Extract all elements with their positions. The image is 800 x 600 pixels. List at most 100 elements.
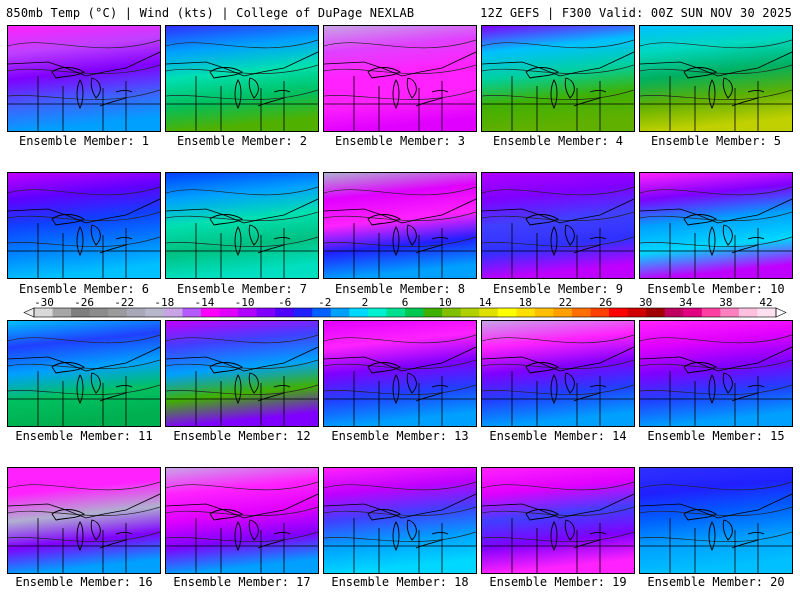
- ensemble-map-panel: [165, 320, 319, 427]
- lake-michigan: [234, 79, 242, 110]
- lake-superior: [51, 67, 85, 79]
- contour-line: [166, 64, 318, 74]
- lake-erie: [257, 539, 285, 549]
- ensemble-member-label: Ensemble Member: 11: [15, 429, 153, 443]
- great-lakes-outline: [51, 362, 133, 405]
- colorbar-segment: [256, 308, 276, 317]
- colorbar-segment: [627, 308, 647, 317]
- colorbar-segment: [52, 308, 72, 317]
- lake-michigan: [708, 521, 716, 552]
- state-lines: [482, 371, 634, 426]
- state-borders: [8, 493, 160, 573]
- colorbar-tick-label: 34: [679, 296, 693, 309]
- ensemble-member-label: Ensemble Member: 14: [489, 429, 627, 443]
- colorbar-segment: [145, 308, 165, 317]
- us-canada-border: [166, 346, 318, 372]
- colorbar-segment: [460, 308, 480, 317]
- great-lakes-outline: [367, 362, 449, 405]
- ensemble-member-label: Ensemble Member: 7: [176, 282, 308, 296]
- colorbar-segment: [553, 308, 573, 317]
- ensemble-map-panel: [7, 320, 161, 427]
- temperature-fill: [166, 321, 318, 426]
- great-lakes-outline: [51, 214, 133, 257]
- isotherm-contours: [324, 39, 476, 100]
- state-lines: [324, 76, 476, 131]
- contour-line: [482, 39, 634, 49]
- contour-line: [324, 39, 476, 49]
- state-borders: [166, 346, 318, 426]
- ensemble-map-panel: [639, 467, 793, 574]
- temperature-map: [324, 468, 476, 573]
- lake-michigan: [392, 374, 400, 405]
- lake-huron: [406, 519, 417, 541]
- state-borders: [324, 346, 476, 426]
- lake-michigan: [392, 521, 400, 552]
- lake-huron: [564, 77, 575, 99]
- lake-erie: [573, 244, 601, 254]
- colorbar-tick-label: 14: [479, 296, 493, 309]
- lake-ontario: [589, 90, 607, 93]
- isotherm-contours: [324, 186, 476, 247]
- isotherm-contours: [166, 334, 318, 395]
- lake-erie: [99, 539, 127, 549]
- contour-line: [166, 531, 318, 542]
- colorbar-tick-label: -2: [318, 296, 331, 309]
- lake-superior: [525, 214, 559, 226]
- ensemble-member-label: Ensemble Member: 15: [647, 429, 785, 443]
- colorbar-tick-label: 10: [438, 296, 451, 309]
- ensemble-member-label: Ensemble Member: 18: [331, 575, 469, 589]
- lake-huron: [564, 224, 575, 246]
- lake-erie: [415, 539, 443, 549]
- ensemble-map-panel: [639, 25, 793, 132]
- colorbar-tick-label: -10: [235, 296, 255, 309]
- header-title-right: 12Z GEFS | F300 Valid: 00Z SUN NOV 30 20…: [480, 6, 792, 20]
- temperature-map: [482, 468, 634, 573]
- lake-michigan: [76, 226, 84, 257]
- colorbar-left-arrow: [23, 307, 35, 318]
- temperature-fill: [482, 468, 634, 573]
- state-lines: [8, 371, 160, 426]
- lake-michigan: [76, 374, 84, 405]
- contour-line: [324, 64, 476, 74]
- contour-line: [324, 531, 476, 542]
- colorbar-segment: [664, 308, 684, 317]
- temperature-fill: [8, 26, 160, 131]
- ensemble-member-label: Ensemble Member: 19: [489, 575, 627, 589]
- colorbar-segment: [442, 308, 462, 317]
- lake-ontario: [115, 237, 133, 240]
- colorbar-tick-label: -14: [194, 296, 214, 309]
- contour-line: [8, 186, 160, 196]
- contour-line: [482, 384, 634, 395]
- ensemble-member-label: Ensemble Member: 1: [18, 134, 150, 148]
- lake-huron: [90, 224, 101, 246]
- colorbar-segment: [108, 308, 128, 317]
- contour-line: [482, 211, 634, 221]
- us-canada-border: [324, 198, 476, 224]
- lake-huron: [248, 224, 259, 246]
- state-borders: [8, 198, 160, 278]
- state-lines: [8, 76, 160, 131]
- great-lakes-outline: [683, 362, 765, 405]
- ensemble-member-label: Ensemble Member: 13: [331, 429, 469, 443]
- colorbar-segment: [701, 308, 721, 317]
- contour-line: [482, 89, 634, 100]
- colorbar-segment: [609, 308, 629, 317]
- contour-line: [324, 384, 476, 395]
- state-borders: [482, 346, 634, 426]
- contour-line: [482, 334, 634, 344]
- isotherm-contours: [8, 334, 160, 395]
- colorbar-tick-label: 6: [402, 296, 409, 309]
- colorbar-segment: [757, 308, 777, 317]
- lake-huron: [248, 519, 259, 541]
- lake-erie: [99, 97, 127, 107]
- ensemble-map-panel: [481, 172, 635, 279]
- temperature-map: [8, 26, 160, 131]
- great-lakes-outline: [209, 509, 291, 552]
- great-lakes-outline: [209, 362, 291, 405]
- lake-michigan: [76, 79, 84, 110]
- colorbar-segment: [275, 308, 295, 317]
- colorbar-segment: [720, 308, 740, 317]
- temperature-fill: [482, 26, 634, 131]
- lake-ontario: [115, 385, 133, 388]
- state-lines: [640, 371, 792, 426]
